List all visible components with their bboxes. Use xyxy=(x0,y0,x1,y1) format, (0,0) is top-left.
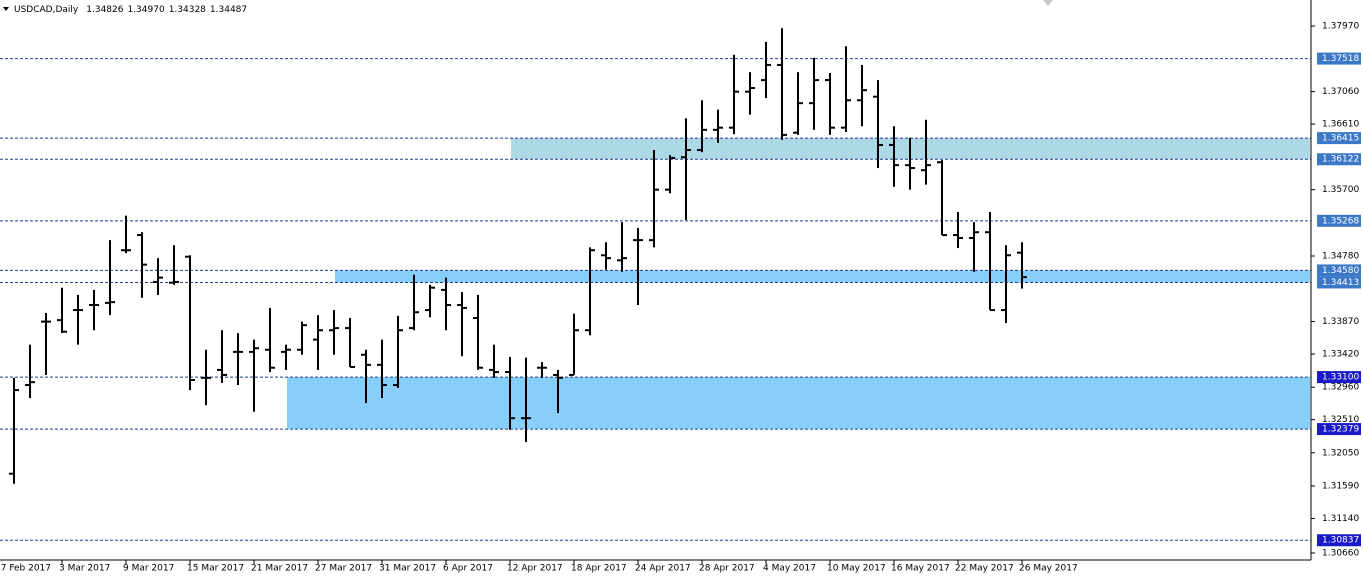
y-tick-label: 1.33870 xyxy=(1322,317,1359,327)
x-tick-label: 9 Mar 2017 xyxy=(123,564,174,574)
y-tick-label: 1.37060 xyxy=(1322,87,1359,97)
x-tick-label: 21 Mar 2017 xyxy=(251,564,308,574)
x-tick-label: 22 May 2017 xyxy=(955,564,1014,574)
level-label: 1.36122 xyxy=(1322,155,1359,165)
x-tick-label: 24 Apr 2017 xyxy=(635,564,691,574)
x-tick-label: 27 Feb 2017 xyxy=(0,564,51,574)
level-tag xyxy=(1317,214,1361,227)
y-tick-label: 1.32510 xyxy=(1322,415,1359,425)
y-tick-label: 1.37970 xyxy=(1322,22,1359,32)
level-tag xyxy=(1317,276,1361,289)
header-price: 1.34487 xyxy=(210,5,247,15)
header-price: 1.34826 xyxy=(86,5,123,15)
y-tick-label: 1.33420 xyxy=(1322,350,1359,360)
x-tick-label: 27 Mar 2017 xyxy=(315,564,372,574)
level-tag xyxy=(1317,371,1361,384)
y-tick-label: 1.31590 xyxy=(1322,481,1359,491)
level-tag xyxy=(1317,52,1361,65)
level-tag xyxy=(1317,423,1361,436)
chart-header: USDCAD,Daily 1.34826 1.34970 1.34328 1.34487 xyxy=(14,5,247,15)
x-tick-label: 31 Mar 2017 xyxy=(379,564,436,574)
x-tick-label: 12 Apr 2017 xyxy=(507,564,563,574)
bars xyxy=(9,28,1027,484)
level-label: 1.32379 xyxy=(1322,425,1359,435)
x-tick-label: 15 Mar 2017 xyxy=(187,564,244,574)
x-tick-label: 4 May 2017 xyxy=(763,564,816,574)
level-label: 1.37518 xyxy=(1322,54,1359,64)
x-tick-label: 26 May 2017 xyxy=(1019,564,1078,574)
y-tick-label: 1.35700 xyxy=(1322,185,1359,195)
level-label: 1.34413 xyxy=(1322,278,1359,288)
zone xyxy=(335,270,1310,283)
level-tag xyxy=(1317,132,1361,145)
x-tick-label: 16 May 2017 xyxy=(891,564,950,574)
y-tick-label: 1.32960 xyxy=(1322,383,1359,393)
y-tick-label: 1.30660 xyxy=(1322,549,1359,559)
level-label: 1.33100 xyxy=(1322,373,1359,383)
x-tick-label: 6 Apr 2017 xyxy=(443,564,493,574)
levels: 1.37518 1.36415 1.36122 1.35268 1.34580 1.344… xyxy=(0,52,1361,547)
header-price: 1.34970 xyxy=(127,5,164,15)
level-label: 1.35268 xyxy=(1322,216,1359,226)
y-tick-label: 1.34780 xyxy=(1322,251,1359,261)
y-tick-label: 1.32050 xyxy=(1322,448,1359,458)
level-tag xyxy=(1317,264,1361,277)
x-tick-label: 10 May 2017 xyxy=(827,564,886,574)
level-tag xyxy=(1317,153,1361,166)
shift-marker xyxy=(1043,0,1053,6)
level-label: 1.34580 xyxy=(1322,266,1359,276)
x-tick-label: 3 Mar 2017 xyxy=(59,564,110,574)
x-tick-label: 18 Apr 2017 xyxy=(571,564,627,574)
zones xyxy=(287,138,1310,430)
y-tick-label: 1.31140 xyxy=(1322,514,1359,524)
symbol: USDCAD,Daily xyxy=(14,5,79,15)
zone xyxy=(287,377,1310,430)
x-tick-label: 28 Apr 2017 xyxy=(699,564,755,574)
level-tag xyxy=(1317,534,1361,547)
menu-arrow xyxy=(3,7,9,11)
level-label: 1.30837 xyxy=(1322,536,1359,546)
header-price: 1.34328 xyxy=(169,5,206,15)
level-label: 1.36415 xyxy=(1322,134,1359,144)
y-tick-label: 1.36610 xyxy=(1322,120,1359,130)
